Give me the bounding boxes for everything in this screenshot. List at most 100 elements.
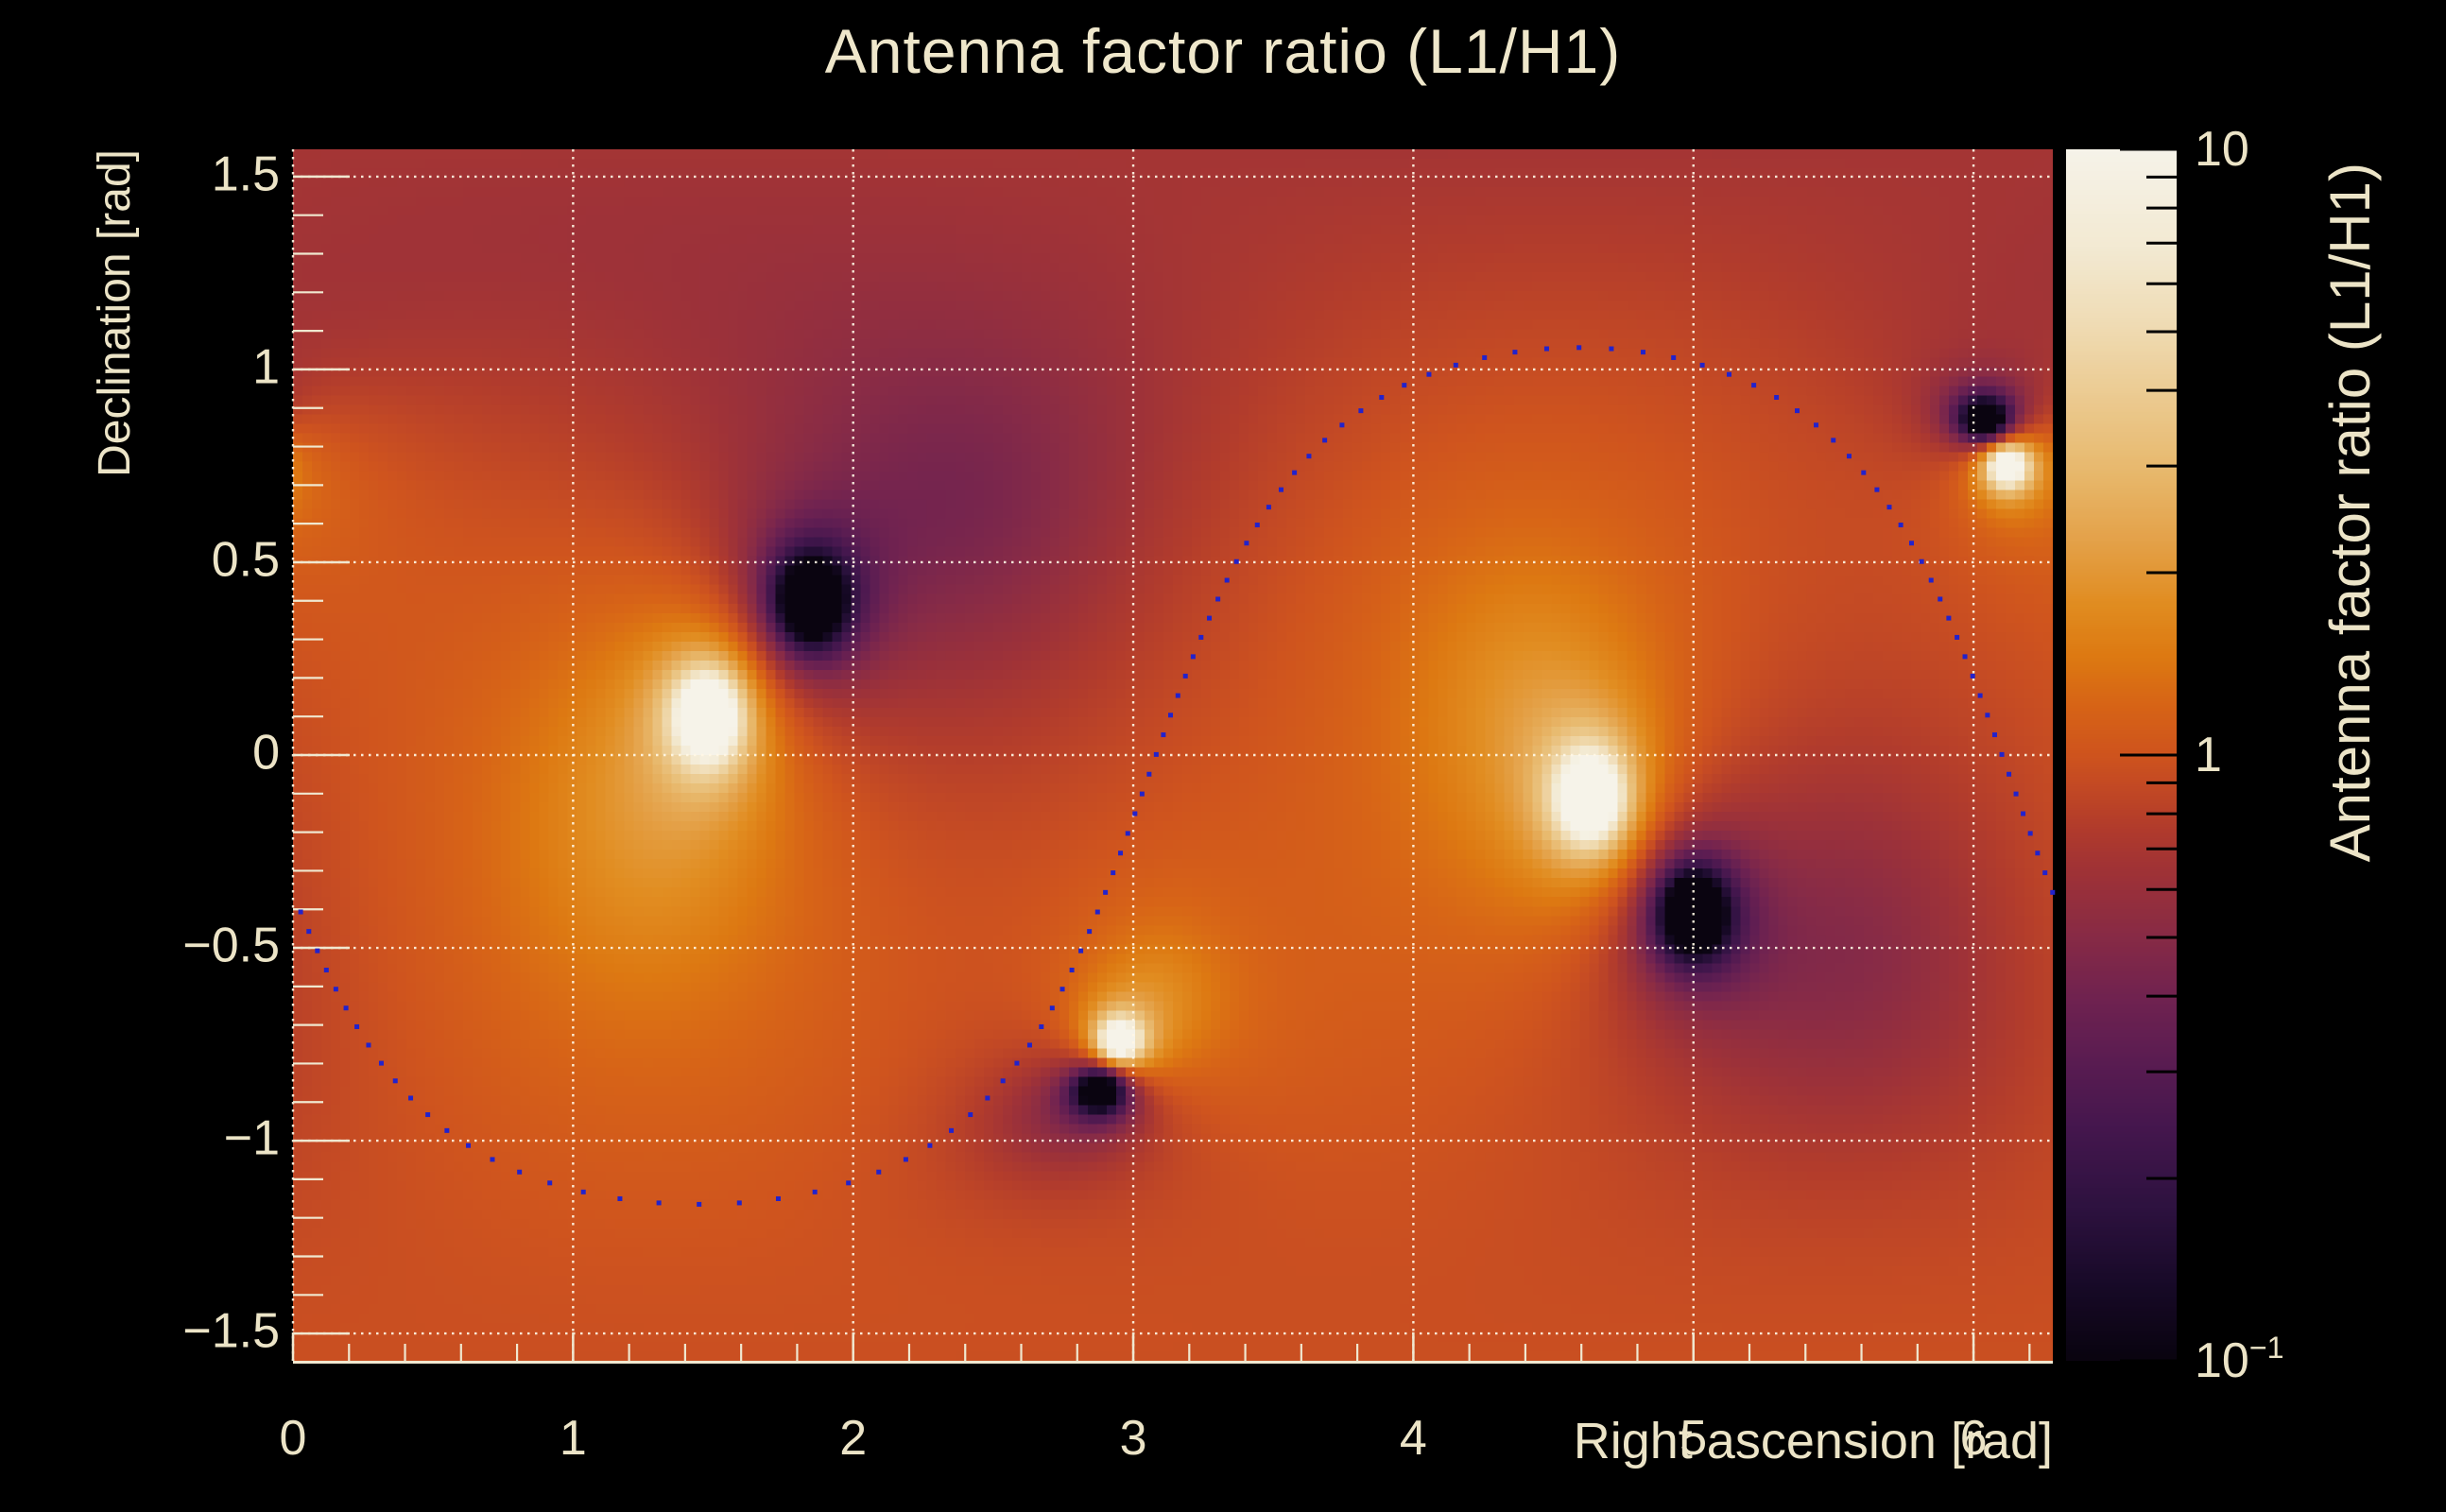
sky-circle-dot	[1955, 634, 1960, 640]
sky-circle-dot	[1244, 541, 1249, 546]
sky-circle-dot	[580, 1189, 586, 1194]
sky-circle-dot	[1946, 615, 1952, 621]
colorbar-tick-label-1: 1	[2195, 728, 2222, 783]
sky-circle-dot	[1908, 541, 1914, 546]
sky-circle-dot	[1266, 505, 1271, 510]
sky-circle-dot	[444, 1127, 450, 1133]
sky-circle-dot	[1814, 422, 1819, 428]
sky-circle-dot	[1103, 889, 1109, 895]
sky-circle-dot	[354, 1023, 360, 1029]
sky-circle-dot	[1512, 350, 1518, 355]
sky-circle-dot	[1132, 811, 1138, 816]
sky-circle-dot	[466, 1143, 472, 1148]
sky-circle-dot	[812, 1189, 818, 1194]
x-tick-label-1: 1	[559, 1411, 587, 1466]
sky-circle-dot	[736, 1200, 742, 1206]
sky-circle-dot	[1339, 422, 1345, 428]
sky-circle-dot	[1898, 523, 1903, 528]
sky-circle-dot	[1671, 354, 1677, 360]
sky-circle-dot	[2007, 771, 2012, 777]
sky-circle-dot	[1224, 577, 1230, 583]
sky-circle-dot	[2042, 870, 2048, 876]
sky-circle-dot	[949, 1127, 955, 1133]
sky-circle-dot	[408, 1095, 414, 1101]
sky-circle-dot	[1874, 487, 1880, 492]
sky-circle-dot	[1014, 1060, 1020, 1066]
sky-circle-dot	[656, 1200, 662, 1206]
y-tick-label-0: 1.5	[211, 146, 280, 202]
sky-circle-dot	[306, 929, 312, 935]
sky-circle-dot	[425, 1112, 431, 1118]
y-tick-label-6: −1.5	[182, 1303, 280, 1359]
sky-circle-dot	[378, 1060, 384, 1066]
sky-circle-dot	[1453, 362, 1458, 368]
sky-circle-dot	[323, 968, 329, 973]
sky-circle-dot	[1278, 487, 1283, 492]
sky-circle-dot	[1069, 968, 1075, 973]
sky-circle-dot	[1861, 470, 1867, 475]
sky-circle-dot	[1358, 408, 1364, 414]
sky-circle-dot	[1207, 615, 1213, 621]
sky-circle-dot	[1322, 438, 1328, 443]
sky-circle-dot	[1175, 693, 1180, 698]
sky-circle-dot	[775, 1195, 781, 1201]
y-tick-label-5: −1	[223, 1110, 280, 1166]
sky-circle-dot	[366, 1042, 371, 1048]
sky-circle-dot	[1139, 791, 1145, 797]
sky-circle-dot	[2013, 791, 2019, 797]
sky-circle-dot	[1962, 654, 1968, 660]
y-tick-label-3: 0	[252, 725, 280, 781]
sky-circle-dot	[1215, 596, 1221, 602]
colorbar-axis-title: Antenna factor ratio (L1/H1)	[2318, 163, 2382, 863]
sky-circle-dot	[1000, 1078, 1006, 1084]
sky-circle-dot	[876, 1169, 882, 1175]
y-axis-title: Declination [rad]	[90, 149, 140, 477]
sky-circle-dot	[1970, 673, 1975, 679]
sky-circle-dot	[1094, 909, 1100, 915]
heatmap-canvas	[293, 149, 2053, 1361]
sky-circle-dot	[1402, 383, 1407, 388]
y-tick-label-2: 0.5	[211, 532, 280, 588]
sky-circle-dot	[1795, 408, 1800, 414]
sky-circle-dot	[1168, 713, 1174, 718]
sky-circle-dot	[1233, 558, 1239, 564]
sky-circle-dot	[617, 1195, 623, 1201]
sky-circle-dot	[2021, 811, 2026, 816]
sky-circle-dot	[1576, 345, 1582, 351]
sky-circle-dot	[927, 1143, 933, 1148]
colorbar-tick-label-0p1: 10−1	[2195, 1331, 2284, 1389]
sky-circle-dot	[1640, 350, 1645, 355]
x-axis-title: Right ascension [rad]	[1573, 1413, 2053, 1469]
x-tick-label-3: 3	[1119, 1411, 1147, 1466]
sky-circle-dot	[315, 948, 320, 954]
sky-circle-dot	[1153, 751, 1159, 757]
chart-title: Antenna factor ratio (L1/H1)	[824, 16, 1622, 86]
sky-circle-dot	[846, 1180, 852, 1186]
sky-circle-dot	[1292, 470, 1298, 475]
sky-circle-dot	[1992, 732, 1998, 738]
sky-circle-dot	[1751, 383, 1757, 388]
y-tick-label-1: 1	[252, 339, 280, 395]
x-tick-label-2: 2	[839, 1411, 868, 1466]
sky-circle-dot	[1938, 596, 1943, 602]
sky-circle-dot	[1846, 454, 1852, 459]
sky-circle-dot	[985, 1095, 990, 1101]
sky-circle-dot	[343, 1005, 349, 1011]
sky-circle-dot	[1125, 831, 1130, 836]
sky-circle-dot	[1609, 346, 1614, 352]
sky-circle-dot	[1111, 870, 1116, 876]
sky-circle-dot	[1543, 346, 1549, 352]
sky-circle-dot	[392, 1078, 398, 1084]
sky-circle-dot	[1999, 751, 2005, 757]
sky-circle-dot	[1182, 673, 1188, 679]
sky-circle-dot	[968, 1112, 973, 1118]
sky-circle-dot	[333, 987, 338, 992]
sky-circle-dot	[1146, 771, 1152, 777]
sky-circle-dot	[903, 1157, 908, 1162]
x-tick-label-0: 0	[279, 1411, 307, 1466]
x-tick-label-5: 5	[1679, 1411, 1708, 1466]
sky-circle-dot	[1198, 634, 1204, 640]
sky-circle-dot	[1426, 371, 1432, 377]
